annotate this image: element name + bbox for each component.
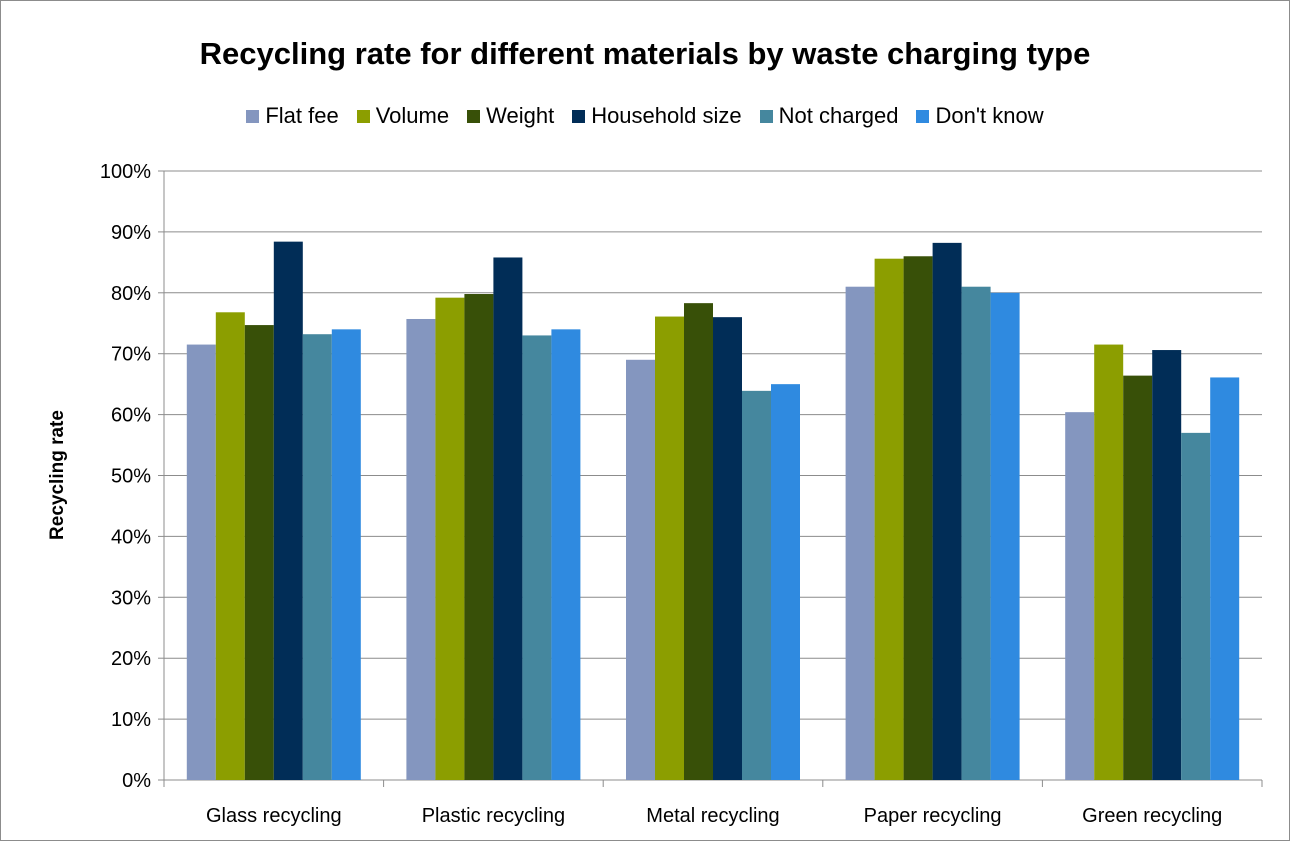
bar <box>464 294 494 780</box>
legend-label: Flat fee <box>265 103 339 128</box>
bar <box>244 325 274 780</box>
legend-label: Volume <box>375 103 450 128</box>
legend-item: Flat fee <box>246 103 339 129</box>
y-tick-label: 20% <box>111 648 151 670</box>
bar <box>684 303 713 780</box>
legend-label: Household size <box>591 103 742 128</box>
bar <box>990 292 1020 780</box>
bar <box>771 384 800 780</box>
x-tick-label: Glass recycling <box>206 805 342 827</box>
y-tick-label: 90% <box>111 222 151 244</box>
legend-item: Not charged <box>759 103 899 129</box>
bar <box>655 316 684 780</box>
bar <box>626 359 655 780</box>
bar <box>742 390 771 780</box>
bar <box>1152 350 1182 780</box>
legend-swatch <box>356 109 370 123</box>
bar <box>713 317 742 780</box>
legend-label: Weight <box>486 103 555 128</box>
bar <box>932 242 962 780</box>
bar <box>551 329 581 780</box>
y-tick-label: 60% <box>111 405 151 427</box>
legend-item: Weight <box>467 103 554 129</box>
bar <box>1210 377 1240 780</box>
legend-label: Don't know <box>935 103 1044 128</box>
legend: Flat fee Volume Weight Household size Not ch… <box>0 103 1290 129</box>
bar <box>215 312 245 780</box>
bar <box>302 334 332 780</box>
x-tick-label: Paper recycling <box>864 805 1002 827</box>
legend-item: Household size <box>572 103 742 129</box>
chart-title: Recycling rate for different materials b… <box>199 36 1091 71</box>
legend-label: Not charged <box>778 103 899 128</box>
bar <box>874 258 904 780</box>
bar <box>435 297 465 780</box>
legend-item: Volume <box>356 103 450 129</box>
bar <box>903 256 933 780</box>
bar <box>522 335 552 780</box>
bar <box>186 344 216 780</box>
y-tick-label: 70% <box>111 344 151 366</box>
bar <box>406 318 436 780</box>
legend-swatch <box>572 109 586 123</box>
legend-swatch <box>467 109 481 123</box>
bar <box>1123 375 1153 780</box>
bar <box>273 241 303 781</box>
y-tick-label: 80% <box>111 283 151 305</box>
x-tick-label: Green recycling <box>1082 805 1222 827</box>
bar <box>331 329 361 780</box>
x-tick-label: Metal recycling <box>646 805 779 827</box>
bar <box>1065 412 1095 780</box>
bar <box>845 286 875 780</box>
legend-item: Don't know <box>916 103 1044 129</box>
y-tick-label: 10% <box>111 709 151 731</box>
y-tick-label: 100% <box>100 161 151 183</box>
legend-swatch <box>916 109 930 123</box>
legend-swatch <box>759 109 773 123</box>
bar <box>1094 344 1124 780</box>
legend-swatch <box>246 109 260 123</box>
y-tick-label: 0% <box>122 770 151 792</box>
bar <box>961 286 991 780</box>
x-tick-label: Plastic recycling <box>422 805 565 827</box>
y-tick-label: 40% <box>111 526 151 548</box>
bar <box>1181 432 1211 780</box>
bar <box>493 257 523 780</box>
y-tick-label: 30% <box>111 587 151 609</box>
y-tick-label: 50% <box>111 466 151 488</box>
